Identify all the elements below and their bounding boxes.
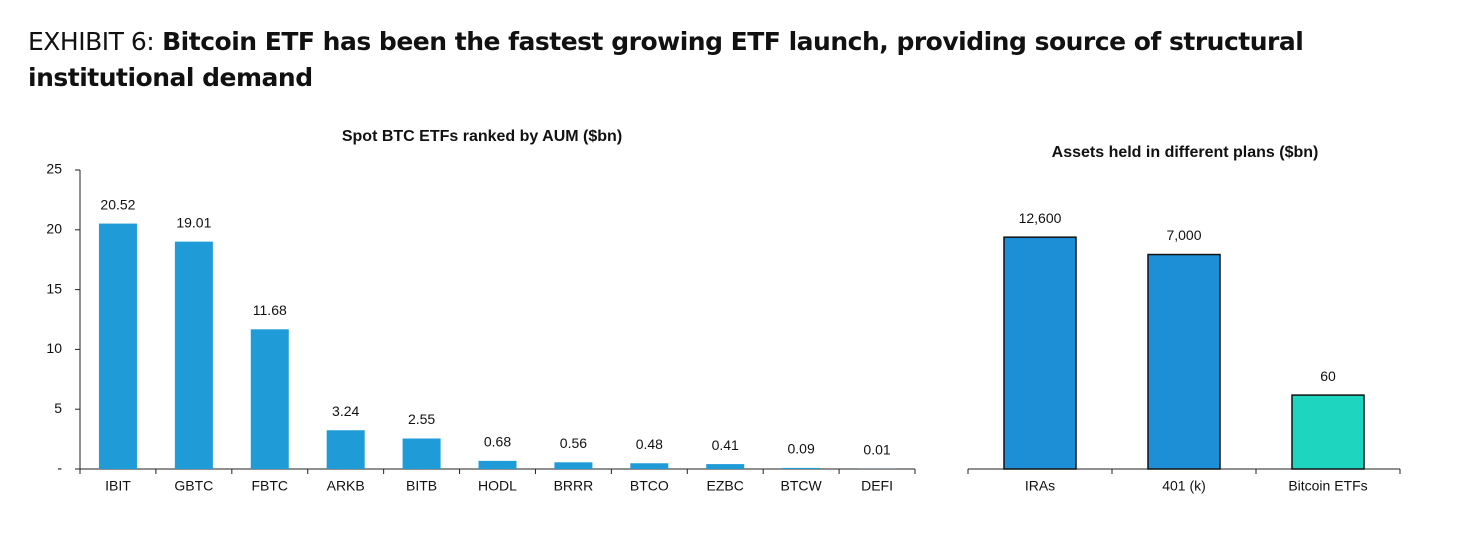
value-label: 0.68 (484, 434, 511, 450)
y-tick-label: 25 (46, 161, 62, 177)
exhibit-title: Bitcoin ETF has been the fastest growing… (28, 27, 1304, 92)
value-label: 20.52 (100, 196, 135, 212)
exhibit-label: EXHIBIT 6: (28, 27, 155, 56)
bar (630, 463, 669, 469)
y-tick-label: - (57, 460, 62, 476)
value-label: 12,600 (1019, 210, 1062, 226)
value-label: 60 (1320, 368, 1336, 384)
value-label: 7,000 (1166, 227, 1201, 243)
x-tick-label: HODL (478, 478, 517, 494)
value-label: 0.09 (788, 441, 815, 457)
bar (250, 329, 289, 469)
bar (174, 241, 213, 469)
x-tick-label: 401 (k) (1162, 478, 1206, 494)
value-label: 19.01 (176, 214, 211, 230)
x-tick-label: BTCW (781, 478, 823, 494)
x-tick-label: BRRR (554, 478, 594, 494)
x-tick-label: BTCO (630, 478, 669, 494)
value-label: 3.24 (332, 403, 359, 419)
bar (98, 223, 137, 469)
value-label: 0.56 (560, 435, 587, 451)
value-label: 0.41 (712, 437, 739, 453)
x-tick-label: DEFI (861, 478, 893, 494)
exhibit-header: EXHIBIT 6: Bitcoin ETF has been the fast… (28, 24, 1368, 96)
x-tick-label: IBIT (105, 478, 131, 494)
x-tick-label: EZBC (707, 478, 744, 494)
chart-title: Assets held in different plans ($bn) (1052, 144, 1319, 161)
value-label: 0.01 (863, 442, 890, 458)
x-tick-label: Bitcoin ETFs (1288, 478, 1367, 494)
bar (782, 467, 821, 469)
x-tick-label: ARKB (327, 478, 365, 494)
x-tick-label: GBTC (174, 478, 213, 494)
bar (1003, 236, 1077, 470)
value-label: 11.68 (253, 302, 287, 318)
bar (326, 430, 365, 469)
y-tick-label: 20 (46, 221, 62, 237)
x-tick-label: IRAs (1025, 478, 1055, 494)
bar (478, 460, 517, 469)
bar (402, 438, 441, 469)
x-tick-label: FBTC (251, 478, 288, 494)
value-label: 2.55 (408, 411, 435, 427)
y-tick-label: 10 (46, 340, 62, 356)
bar (706, 464, 745, 469)
x-tick-label: BITB (406, 478, 437, 494)
y-tick-label: 15 (46, 280, 62, 296)
bar (1291, 394, 1365, 470)
y-tick-label: 5 (54, 400, 62, 416)
bar (554, 462, 593, 469)
value-label: 0.48 (636, 436, 663, 452)
bar (1147, 253, 1221, 470)
chart-title: Spot BTC ETFs ranked by AUM ($bn) (342, 128, 622, 145)
